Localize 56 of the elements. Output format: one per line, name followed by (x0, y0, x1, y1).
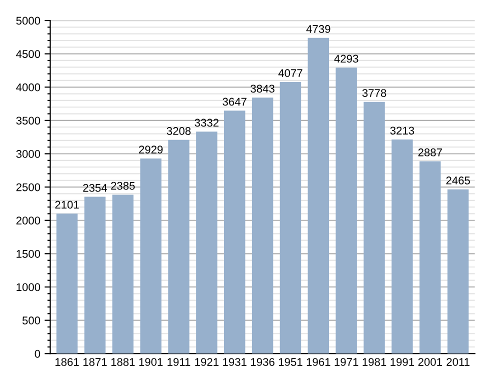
x-tick-label: 1861 (56, 358, 79, 366)
x-tick-label: 1991 (390, 358, 414, 366)
bar (140, 158, 162, 354)
y-tick-label: 2500 (16, 183, 40, 192)
bar (447, 189, 469, 354)
data-label: 2929 (139, 146, 163, 154)
x-tick-label: 1911 (168, 358, 190, 366)
y-tick-label: 1500 (16, 250, 40, 258)
data-label: 2354 (83, 184, 107, 192)
x-tick-label: 1971 (334, 358, 358, 366)
x-tick-label: 1981 (362, 358, 386, 366)
data-label: 3778 (362, 89, 386, 97)
y-tick-label: 4500 (16, 50, 40, 58)
x-tick-label: 1881 (111, 358, 135, 366)
bar (420, 161, 441, 354)
x-tick-label: 1961 (306, 358, 330, 366)
bar (112, 194, 134, 354)
data-label: 4293 (334, 54, 358, 63)
data-label: 2465 (446, 176, 470, 184)
data-label: 4739 (306, 25, 330, 33)
x-tick-label: 1951 (278, 358, 302, 366)
x-tick-label: 1871 (83, 358, 107, 366)
y-tick-label: 3500 (16, 116, 40, 125)
bar (280, 82, 302, 354)
x-tick-label: 1901 (139, 358, 163, 366)
bar (308, 38, 330, 354)
bar (196, 132, 218, 354)
x-tick-label: 1921 (195, 358, 218, 366)
x-tick-label: 1931 (223, 358, 246, 366)
bar (364, 102, 385, 354)
bar (224, 110, 246, 354)
data-label: 3647 (222, 98, 246, 106)
x-tick-label: 1936 (251, 358, 274, 366)
y-tick-label: 5000 (16, 16, 40, 25)
data-label: 4077 (278, 69, 302, 78)
data-label: 3208 (166, 127, 191, 135)
y-tick-label: 500 (22, 316, 40, 324)
data-label: 2385 (111, 182, 135, 190)
data-label: 3843 (250, 84, 274, 93)
bar (336, 68, 357, 354)
x-tick-label: 2011 (446, 358, 470, 366)
data-label: 2101 (55, 200, 79, 209)
y-tick-label: 1000 (16, 283, 40, 292)
x-tick-label: 2001 (418, 358, 442, 366)
data-label: 2887 (418, 148, 442, 156)
data-label: 3332 (194, 118, 218, 127)
data-label: 3213 (390, 126, 414, 135)
bar (84, 196, 106, 354)
bar (392, 140, 413, 354)
y-tick-label: 4000 (16, 83, 40, 92)
y-tick-label: 3000 (16, 150, 40, 158)
y-tick-label: 2000 (16, 216, 40, 225)
bar (252, 98, 274, 354)
bar (56, 214, 78, 354)
bar (168, 140, 190, 354)
y-tick-label: 0 (34, 350, 40, 358)
